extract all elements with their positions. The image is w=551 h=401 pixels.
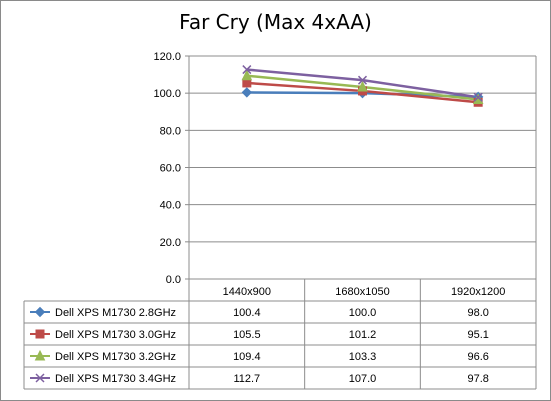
- marker-stroke: [242, 65, 252, 75]
- table-value: 101.2: [349, 329, 377, 341]
- legend-key-1: [30, 329, 50, 339]
- legend-series-name: Dell XPS M1730 3.2GHz: [55, 351, 176, 363]
- data-point-s0-pkey: [34, 306, 46, 318]
- marker-stroke: [357, 75, 368, 85]
- table-value: 105.5: [233, 329, 261, 341]
- x-category-label: 1920x1200: [451, 286, 505, 298]
- y-tick-label: 40.0: [160, 200, 181, 212]
- legend-key-0: [30, 306, 50, 318]
- y-tick-label: 80.0: [160, 125, 181, 137]
- marker-stroke: [473, 92, 483, 102]
- data-point-s2-pkey: [34, 349, 46, 361]
- table-value: 109.4: [233, 351, 261, 363]
- table-value: 100.0: [349, 307, 377, 319]
- y-tick-label: 120.0: [153, 51, 181, 63]
- y-tick-label: 20.0: [160, 237, 181, 249]
- legend-key-2: [30, 349, 50, 361]
- y-tick-label: 0.0: [166, 274, 181, 286]
- x-category-label: 1440x900: [223, 286, 271, 298]
- data-point-s2-p0: [241, 69, 253, 81]
- data-point-s3-p1: [357, 75, 368, 85]
- legend-series-name: Dell XPS M1730 2.8GHz: [55, 307, 176, 319]
- table-value: 97.8: [467, 373, 488, 385]
- y-tick-label: 100.0: [153, 88, 181, 100]
- table-value: 103.3: [349, 351, 377, 363]
- table-value: 96.6: [467, 351, 488, 363]
- y-tick-label: 60.0: [160, 163, 181, 175]
- table-value: 95.1: [467, 329, 488, 341]
- legend-key-3: [30, 373, 50, 383]
- table-value: 107.0: [349, 373, 377, 385]
- data-point-s0-p0: [241, 87, 253, 98]
- legend-series-name: Dell XPS M1730 3.4GHz: [55, 373, 176, 385]
- table-value: 100.4: [233, 307, 261, 319]
- chart-title: Far Cry (Max 4xAA): [179, 10, 372, 34]
- legend-series-name: Dell XPS M1730 3.0GHz: [55, 329, 176, 341]
- marker-stroke: [35, 373, 45, 383]
- x-category-label: 1680x1050: [335, 286, 389, 298]
- data-point-s3-p2: [473, 92, 483, 102]
- data-point-s3-pkey: [35, 373, 45, 383]
- table-value: 112.7: [233, 373, 260, 385]
- data-point-s3-p0: [242, 65, 252, 75]
- table-value: 98.0: [467, 307, 488, 319]
- data-point-s1-pkey: [35, 329, 45, 339]
- data-point-s2-p1: [357, 80, 368, 92]
